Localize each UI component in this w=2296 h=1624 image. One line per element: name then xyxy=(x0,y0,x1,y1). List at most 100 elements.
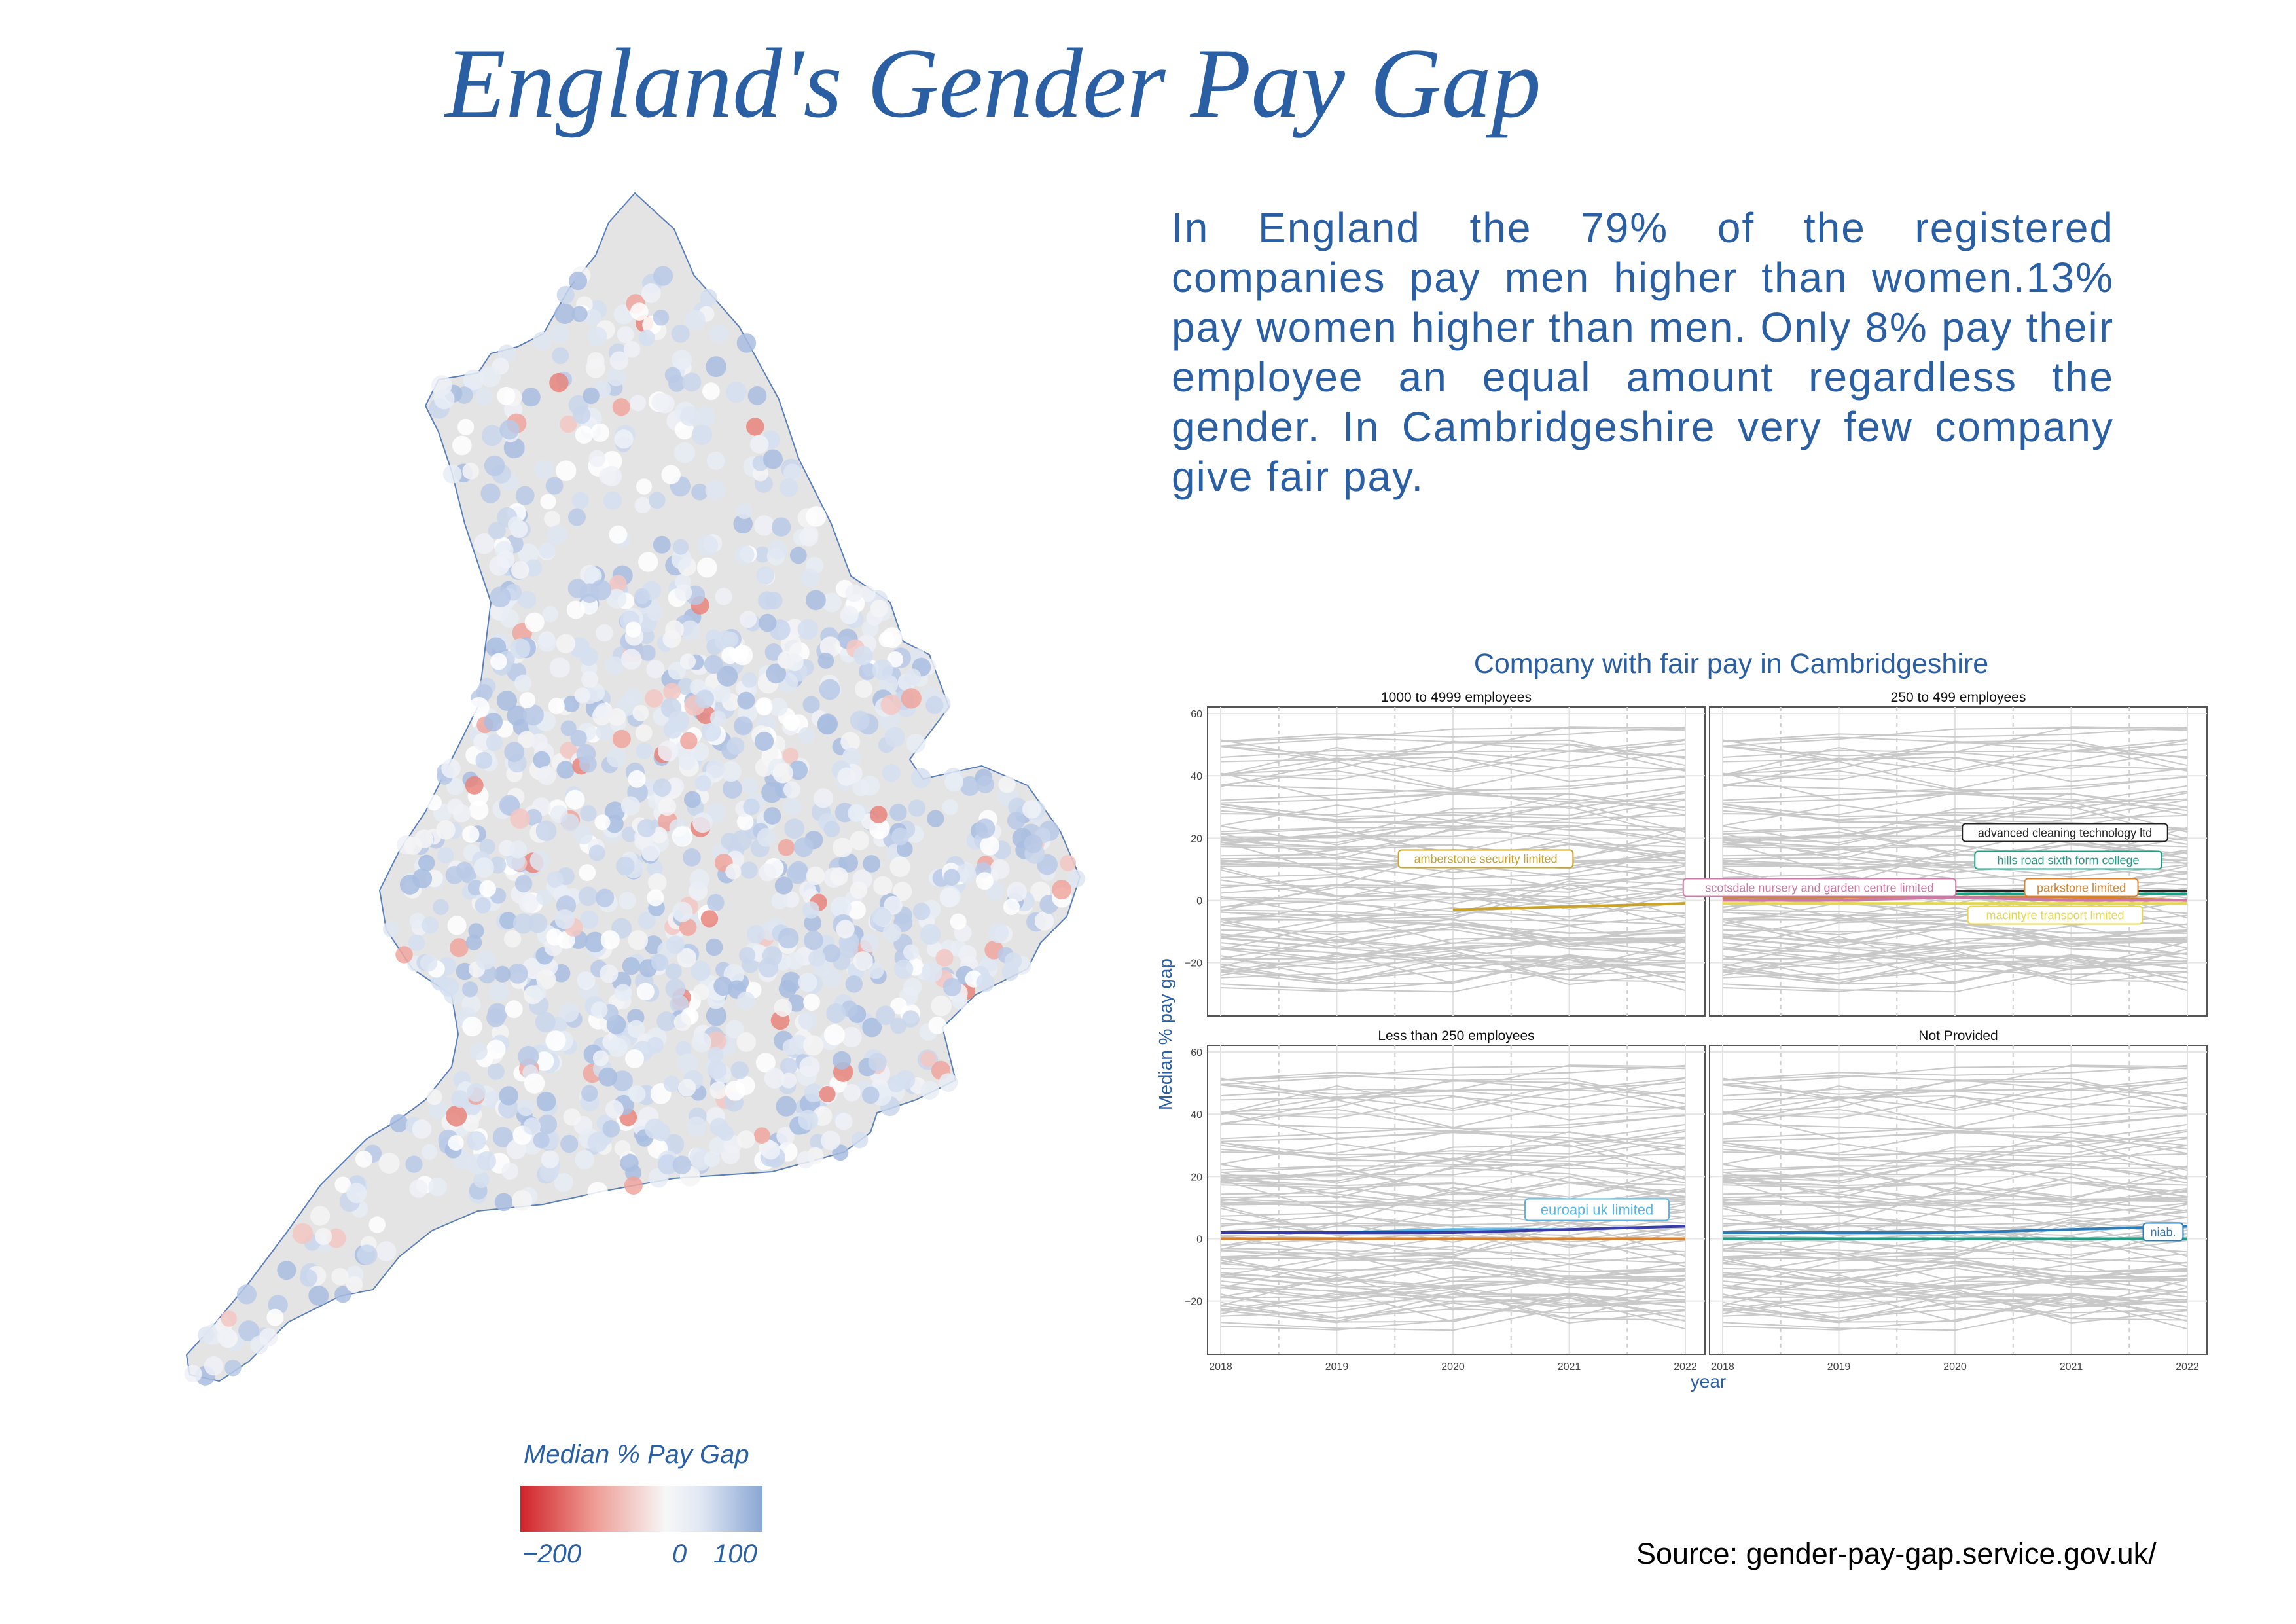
background-series-line xyxy=(1722,798,2188,823)
company-dot xyxy=(679,753,696,770)
background-series-line xyxy=(1722,756,2188,782)
company-dot xyxy=(671,549,692,569)
company-dot xyxy=(677,1079,696,1097)
company-dot xyxy=(439,977,459,997)
company-dot xyxy=(753,1127,770,1144)
background-series-line xyxy=(1220,761,1686,790)
company-dot xyxy=(625,688,643,706)
background-series-line xyxy=(1722,1165,2188,1200)
company-dot xyxy=(861,1086,880,1104)
company-dot xyxy=(912,903,931,920)
company-dot xyxy=(734,545,755,565)
company-dot xyxy=(533,1132,550,1149)
company-dot xyxy=(657,740,679,761)
company-dot xyxy=(772,763,793,784)
company-dot xyxy=(998,776,1016,793)
background-series-line xyxy=(1722,1184,2188,1208)
background-series-line xyxy=(1722,770,2188,791)
company-dot xyxy=(867,962,884,979)
company-dot xyxy=(950,913,967,930)
company-dot xyxy=(277,1261,296,1280)
company-dot xyxy=(446,1105,467,1127)
background-series-line xyxy=(1220,736,1686,767)
chart-panel: 1000 to 4999 employees 60 40 20 0 −20 ambersto… xyxy=(1185,690,1706,1017)
company-dot xyxy=(334,1286,351,1303)
company-dot xyxy=(587,1182,608,1203)
company-dot xyxy=(518,543,539,564)
company-dot xyxy=(755,758,774,777)
company-dot xyxy=(672,901,693,922)
company-dot xyxy=(512,913,533,934)
company-dot xyxy=(616,856,635,876)
company-dot xyxy=(757,828,776,847)
company-dot xyxy=(308,1285,329,1306)
company-dot xyxy=(723,631,739,647)
company-dot xyxy=(859,585,876,602)
company-dot xyxy=(756,566,775,585)
background-series-line xyxy=(1722,1205,2188,1241)
company-dot xyxy=(469,800,489,820)
company-dot xyxy=(571,306,588,322)
company-dot xyxy=(637,819,656,837)
company-dot xyxy=(534,459,554,479)
company-dot xyxy=(677,677,694,695)
company-dot xyxy=(590,579,612,600)
series-label-box xyxy=(1974,850,2162,870)
company-dot xyxy=(647,860,663,876)
background-series-line xyxy=(1722,1216,2188,1243)
background-series-line xyxy=(1220,1157,1686,1184)
background-series-line xyxy=(1722,1189,2188,1218)
series-label: parkstone limited xyxy=(2037,881,2126,894)
company-dot xyxy=(529,850,550,871)
company-dot xyxy=(487,1062,505,1080)
company-dot xyxy=(651,827,668,844)
background-series-line xyxy=(1722,922,2188,944)
company-dot xyxy=(798,973,817,992)
company-dot xyxy=(928,1016,946,1034)
company-dot xyxy=(609,575,627,592)
y-tick-label: 20 xyxy=(1191,1172,1202,1183)
company-dot xyxy=(823,821,840,838)
company-dot xyxy=(903,944,920,960)
company-dot xyxy=(653,535,671,554)
background-series-line xyxy=(1722,726,2188,742)
company-dot xyxy=(549,372,569,393)
company-dot xyxy=(802,696,820,713)
x-tick-label: 2018 xyxy=(1711,1362,1734,1373)
company-dot xyxy=(740,611,757,628)
company-dot xyxy=(536,889,552,905)
company-dot xyxy=(541,1150,560,1168)
company-dot xyxy=(628,1085,646,1103)
company-dot xyxy=(702,382,720,401)
company-dot xyxy=(556,460,577,481)
company-dot xyxy=(586,352,605,370)
background-series-line xyxy=(1722,837,2188,868)
company-dot xyxy=(841,1026,862,1048)
company-dot xyxy=(798,727,815,744)
company-dot xyxy=(721,647,739,664)
company-dot xyxy=(960,776,980,796)
company-dot xyxy=(691,960,711,981)
company-dot xyxy=(236,1284,257,1305)
company-dot xyxy=(958,945,977,964)
company-dot xyxy=(848,804,866,822)
company-dot xyxy=(653,778,672,797)
background-series-line xyxy=(1220,819,1686,846)
company-dot xyxy=(462,1016,482,1037)
company-dot xyxy=(661,465,681,484)
company-dot xyxy=(835,1113,853,1130)
background-series-line xyxy=(1220,886,1686,909)
background-series-line xyxy=(1722,1111,2188,1140)
company-dot xyxy=(545,477,564,495)
company-dot xyxy=(524,612,545,632)
company-dot xyxy=(707,991,725,1009)
company-dot xyxy=(758,958,779,978)
company-dot xyxy=(560,415,577,433)
company-dot xyxy=(657,1154,679,1175)
company-dot xyxy=(588,844,605,861)
background-series-line xyxy=(1722,1087,2188,1119)
company-dot xyxy=(476,684,493,701)
series-label: advanced cleaning technology ltd xyxy=(1978,826,2152,839)
company-dot xyxy=(442,465,462,484)
company-dot xyxy=(315,1228,332,1245)
